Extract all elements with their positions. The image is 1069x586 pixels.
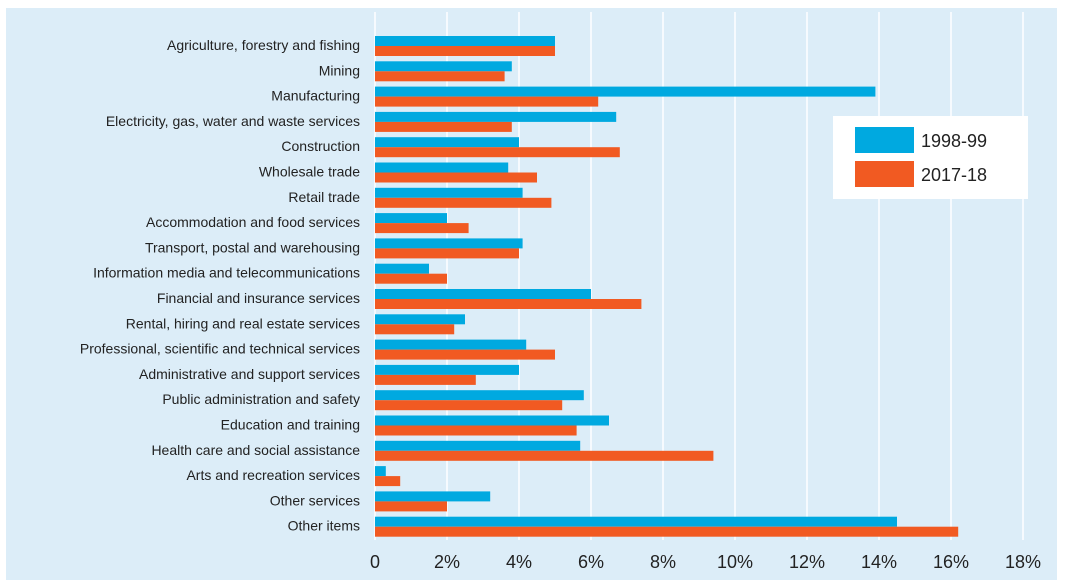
- category-label: Agriculture, forestry and fishing: [167, 37, 360, 53]
- bar-1998-99-4: [375, 137, 519, 148]
- bar-1998-99-10: [375, 289, 591, 299]
- x-tick-label: 2%: [434, 552, 460, 572]
- category-label: Wholesale trade: [259, 164, 360, 180]
- category-label: Mining: [319, 62, 360, 78]
- x-tick-label: 16%: [933, 552, 969, 572]
- bar-2017-18-1: [375, 71, 505, 82]
- category-label: Accommodation and food services: [146, 214, 360, 230]
- bar-2017-18-7: [375, 223, 469, 234]
- category-label: Electricity, gas, water and waste servic…: [106, 113, 360, 129]
- bar-1998-99-0: [375, 36, 555, 46]
- x-tick-label: 10%: [717, 552, 753, 572]
- bar-1998-99-2: [375, 86, 876, 97]
- bar-2017-18-2: [375, 96, 599, 107]
- x-tick-label: 18%: [1005, 552, 1041, 572]
- x-tick-label: 14%: [861, 552, 897, 572]
- bar-2017-18-16: [375, 450, 714, 461]
- bar-2017-18-6: [375, 197, 552, 208]
- bar-1998-99-13: [375, 364, 519, 375]
- bar-2017-18-8: [375, 248, 519, 259]
- bar-chart: Agriculture, forestry and fishing Mining M…: [80, 12, 1041, 572]
- bar-2017-18-12: [375, 349, 555, 360]
- bar-2017-18-5: [375, 172, 537, 183]
- bar-1998-99-19: [375, 516, 897, 527]
- bar-2017-18-0: [375, 46, 555, 56]
- category-labels: Agriculture, forestry and fishing Mining M…: [80, 37, 360, 534]
- legend-swatch-1998-99: [855, 127, 914, 153]
- x-tick-labels: 0 2% 4% 6% 8% 10% 12% 14% 16% 18%: [370, 552, 1041, 572]
- category-label: Manufacturing: [271, 88, 360, 104]
- bars: [375, 36, 959, 537]
- bar-1998-99-1: [375, 61, 512, 72]
- bar-1998-99-12: [375, 339, 527, 350]
- bar-1998-99-18: [375, 491, 491, 502]
- bar-2017-18-10: [375, 299, 642, 309]
- bar-2017-18-17: [375, 476, 401, 487]
- x-tick-label: 12%: [789, 552, 825, 572]
- bar-1998-99-5: [375, 162, 509, 173]
- category-label: Financial and insurance services: [157, 290, 360, 306]
- bar-2017-18-19: [375, 526, 959, 537]
- bar-1998-99-17: [375, 466, 386, 477]
- chart-panel: Agriculture, forestry and fishing Mining M…: [6, 8, 1057, 580]
- category-label: Public administration and safety: [162, 391, 360, 407]
- x-tick-label: 0: [370, 552, 380, 572]
- bar-2017-18-11: [375, 324, 455, 335]
- legend-label-2017-18: 2017-18: [921, 165, 987, 185]
- bar-1998-99-7: [375, 213, 447, 224]
- category-label: Health care and social assistance: [151, 442, 360, 458]
- bar-1998-99-9: [375, 263, 429, 274]
- bar-1998-99-14: [375, 390, 584, 401]
- bar-2017-18-14: [375, 400, 563, 411]
- category-label: Other items: [288, 518, 360, 534]
- category-label: Rental, hiring and real estate services: [126, 315, 360, 331]
- legend-label-1998-99: 1998-99: [921, 131, 987, 151]
- bar-2017-18-9: [375, 273, 447, 284]
- bar-2017-18-18: [375, 501, 447, 512]
- bar-1998-99-16: [375, 440, 581, 451]
- bar-1998-99-3: [375, 111, 617, 122]
- category-label: Professional, scientific and technical s…: [80, 341, 360, 357]
- category-label: Other services: [270, 492, 360, 508]
- legend: 1998-99 2017-18: [833, 116, 1028, 199]
- bar-1998-99-6: [375, 187, 523, 198]
- bar-2017-18-15: [375, 425, 577, 436]
- category-label: Information media and telecommunications: [93, 265, 360, 281]
- category-label: Education and training: [221, 417, 360, 433]
- legend-swatch-2017-18: [855, 161, 914, 187]
- bar-1998-99-15: [375, 415, 609, 426]
- bar-1998-99-11: [375, 314, 465, 325]
- category-label: Administrative and support services: [139, 366, 360, 382]
- x-tick-label: 6%: [578, 552, 604, 572]
- bar-2017-18-3: [375, 121, 512, 132]
- bar-2017-18-13: [375, 374, 476, 385]
- category-label: Transport, postal and warehousing: [145, 239, 360, 255]
- category-label: Retail trade: [288, 189, 360, 205]
- bar-1998-99-8: [375, 238, 523, 249]
- x-tick-label: 8%: [650, 552, 676, 572]
- category-label: Construction: [281, 138, 360, 154]
- x-tick-label: 4%: [506, 552, 532, 572]
- category-label: Arts and recreation services: [186, 467, 360, 483]
- bar-2017-18-4: [375, 147, 620, 158]
